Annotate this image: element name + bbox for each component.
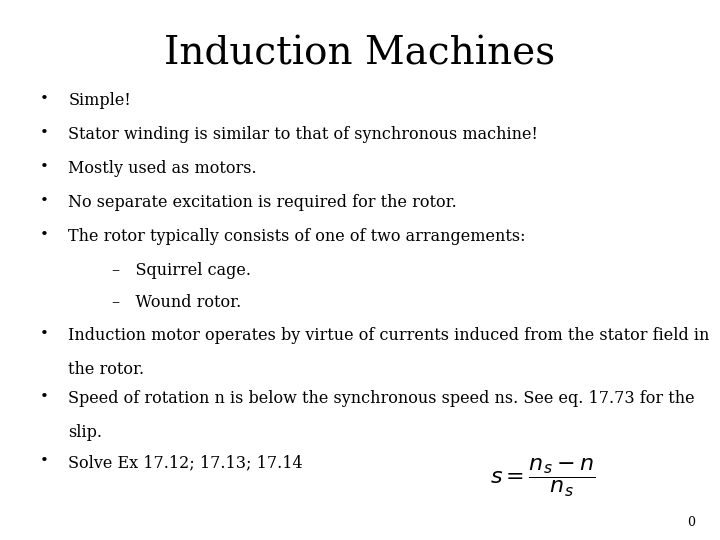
Text: $s = \dfrac{n_s - n}{n_s}$: $s = \dfrac{n_s - n}{n_s}$ <box>490 457 595 499</box>
Text: –   Wound rotor.: – Wound rotor. <box>112 294 241 311</box>
Text: No separate excitation is required for the rotor.: No separate excitation is required for t… <box>68 194 457 211</box>
Text: Stator winding is similar to that of synchronous machine!: Stator winding is similar to that of syn… <box>68 126 539 143</box>
Text: Induction motor operates by virtue of currents induced from the stator field in: Induction motor operates by virtue of cu… <box>68 327 710 343</box>
Text: The rotor typically consists of one of two arrangements:: The rotor typically consists of one of t… <box>68 228 526 245</box>
Text: Simple!: Simple! <box>68 92 131 109</box>
Text: •: • <box>40 390 48 404</box>
Text: Solve Ex 17.12; 17.13; 17.14: Solve Ex 17.12; 17.13; 17.14 <box>68 454 303 471</box>
Text: 0: 0 <box>687 516 695 529</box>
Text: •: • <box>40 228 48 242</box>
Text: •: • <box>40 327 48 341</box>
Text: •: • <box>40 194 48 208</box>
Text: slip.: slip. <box>68 424 102 441</box>
Text: •: • <box>40 454 48 468</box>
Text: Speed of rotation n is below the synchronous speed ns. See eq. 17.73 for the: Speed of rotation n is below the synchro… <box>68 390 695 407</box>
Text: Induction Machines: Induction Machines <box>164 35 556 72</box>
Text: Mostly used as motors.: Mostly used as motors. <box>68 160 257 177</box>
Text: •: • <box>40 160 48 174</box>
Text: •: • <box>40 126 48 140</box>
Text: the rotor.: the rotor. <box>68 361 145 377</box>
Text: •: • <box>40 92 48 106</box>
Text: –   Squirrel cage.: – Squirrel cage. <box>112 262 251 279</box>
